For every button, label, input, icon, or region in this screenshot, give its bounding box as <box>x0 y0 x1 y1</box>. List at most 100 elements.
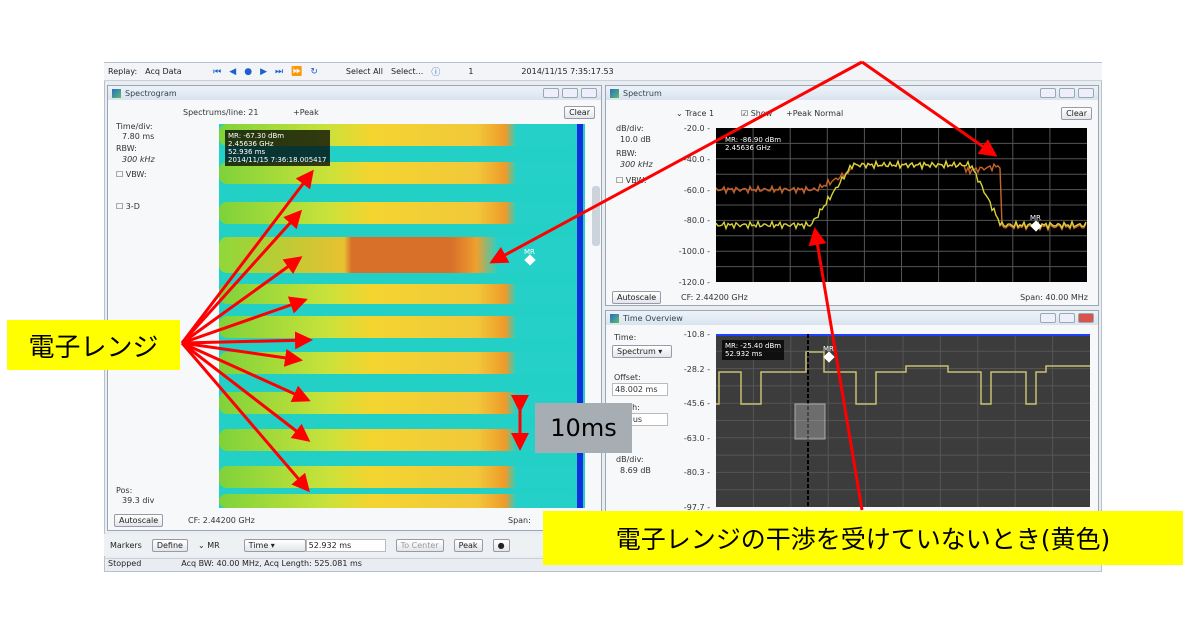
vbw-checkbox[interactable]: ☐ VBW: <box>116 170 147 179</box>
loop-icon[interactable]: ↻ <box>310 66 318 77</box>
y-tick-label: -100.0 - <box>678 247 710 257</box>
rbw-label: RBW: <box>616 149 637 158</box>
y-tick-label: -80.0 - <box>683 216 710 226</box>
minimize-button[interactable] <box>543 88 559 98</box>
arrow-to-burst <box>180 169 314 344</box>
maximize-button[interactable] <box>1059 313 1075 323</box>
db-div-label: dB/div: <box>616 124 644 133</box>
clear-button[interactable]: Clear <box>1061 107 1092 120</box>
power-vs-time-trace <box>716 351 1090 405</box>
spectrum-plot <box>716 128 1087 282</box>
arrow-to-interfered-trace <box>861 60 998 157</box>
show-label: Show <box>750 109 773 118</box>
y-tick-label: -45.6 - <box>683 399 710 409</box>
select-button[interactable]: Select... <box>391 67 424 76</box>
db-div-label: dB/div: <box>616 455 644 464</box>
spectrogram-marker[interactable]: MR <box>524 248 536 266</box>
prev-icon[interactable]: ◀ <box>229 66 237 77</box>
panel-title: Spectrogram <box>125 88 177 98</box>
pos-value[interactable]: 39.3 div <box>122 496 155 505</box>
arrow-to-burst <box>181 296 308 345</box>
replay-select[interactable]: Acq Data <box>145 67 182 76</box>
arrow-to-interference <box>489 60 863 264</box>
time-range-bar <box>716 334 1090 336</box>
marker-dropdown[interactable]: ⌄ MR <box>197 540 220 550</box>
time-div-label: Time/div: <box>116 122 153 131</box>
time-overview-plot <box>716 334 1090 507</box>
y-tick-label: -63.0 - <box>683 433 710 443</box>
last-icon[interactable]: ⏭ <box>274 66 284 77</box>
microwave-callout: 電子レンジ <box>7 320 180 370</box>
spectrogram-burst <box>219 284 577 304</box>
time-overview-marker[interactable]: MR <box>823 345 835 363</box>
time-select[interactable]: Spectrum ▾ <box>612 345 672 358</box>
time-div-value[interactable]: 7.80 ms <box>122 132 155 141</box>
time-select-value: Spectrum <box>617 347 656 356</box>
peak-button[interactable]: Peak <box>453 538 483 552</box>
arrow-to-burst <box>181 341 311 442</box>
offset-label: Offset: <box>614 373 641 382</box>
marker-label: MR <box>1030 214 1041 222</box>
clear-button[interactable]: Clear <box>564 106 595 119</box>
spectrogram-burst <box>219 202 577 224</box>
detector-label: +Peak <box>293 108 319 117</box>
span-readout[interactable]: Span: 40.00 MHz <box>1020 293 1088 302</box>
next-peak-icon[interactable]: ● <box>492 538 510 552</box>
show-checkbox[interactable]: ☑ Show <box>741 109 773 118</box>
markers-label: Markers <box>110 540 142 550</box>
arrow-to-burst <box>180 342 310 493</box>
select-all-button[interactable]: Select All <box>345 67 383 76</box>
cf-readout[interactable]: CF: 2.44200 GHz <box>188 516 255 525</box>
readout-line: 2014/11/15 7:36:18.005417 <box>228 156 327 164</box>
spectrum-marker-readout: MR: -86.90 dBm 2.45636 GHz <box>722 134 784 154</box>
to-center-button[interactable]: To Center <box>395 538 444 552</box>
maximize-button[interactable] <box>1059 88 1075 98</box>
trace-dropdown[interactable]: ⌄ Trace 1 <box>676 109 715 118</box>
marker-name: MR <box>207 540 220 550</box>
readout-line: MR: -67.30 dBm <box>228 132 285 140</box>
y-tick-label: -10.8 - <box>683 330 710 339</box>
offset-input[interactable]: 48.002 ms <box>612 383 668 396</box>
define-button[interactable]: Define <box>151 538 188 552</box>
fast-forward-icon[interactable]: ⏩ <box>291 66 303 77</box>
minimize-button[interactable] <box>1040 88 1056 98</box>
marker-value-input[interactable]: 52.932 ms <box>305 538 386 552</box>
close-button[interactable] <box>1078 313 1094 323</box>
spectrum-marker[interactable]: MR <box>1030 214 1042 232</box>
no-interference-callout: 電子レンジの干渉を受けていないとき(黄色) <box>543 511 1183 565</box>
spectrums-per-line: Spectrums/line: 21 <box>183 108 259 117</box>
3d-label: 3-D <box>125 202 140 211</box>
info-icon[interactable]: ⓘ <box>431 68 441 78</box>
cf-readout[interactable]: CF: 2.44200 GHz <box>681 293 748 302</box>
domain-value: Time <box>248 540 269 550</box>
scrollbar[interactable] <box>592 186 600 246</box>
close-button[interactable] <box>1078 88 1094 98</box>
minimize-button[interactable] <box>1040 313 1056 323</box>
period-callout: 10ms <box>535 403 632 453</box>
vbw-checkbox[interactable]: ☐ VBW: <box>616 176 647 185</box>
3d-checkbox[interactable]: ☐ 3-D <box>116 202 140 211</box>
y-tick-label: -60.0 - <box>683 185 710 195</box>
close-button[interactable] <box>581 88 597 98</box>
span-readout[interactable]: Span: <box>508 516 531 525</box>
status-state: Stopped <box>108 559 142 568</box>
play-icon[interactable]: ▶ <box>260 66 267 77</box>
rbw-value[interactable]: 300 kHz <box>122 155 155 164</box>
record-index: 1 <box>468 67 474 76</box>
stop-icon[interactable]: ● <box>244 66 253 77</box>
spectrogram-burst <box>219 237 577 273</box>
spectrogram-burst <box>219 494 577 508</box>
autoscale-button[interactable]: Autoscale <box>114 514 164 527</box>
db-div-value[interactable]: 10.0 dB <box>620 135 651 144</box>
maximize-button[interactable] <box>562 88 578 98</box>
status-acq: Acq BW: 40.00 MHz, Acq Length: 525.081 m… <box>181 559 362 568</box>
y-tick-label: -20.0 - <box>683 124 710 133</box>
y-tick-label: -40.0 - <box>683 154 710 164</box>
rbw-value[interactable]: 300 kHz <box>620 160 653 169</box>
y-tick-label: -80.3 - <box>683 468 710 478</box>
domain-select[interactable]: Time ▾ <box>243 538 306 552</box>
readout-line: 2.45636 GHz <box>725 144 771 152</box>
first-icon[interactable]: ⏮ <box>213 66 222 77</box>
db-div-value[interactable]: 8.69 dB <box>620 466 651 475</box>
autoscale-button[interactable]: Autoscale <box>612 291 662 304</box>
